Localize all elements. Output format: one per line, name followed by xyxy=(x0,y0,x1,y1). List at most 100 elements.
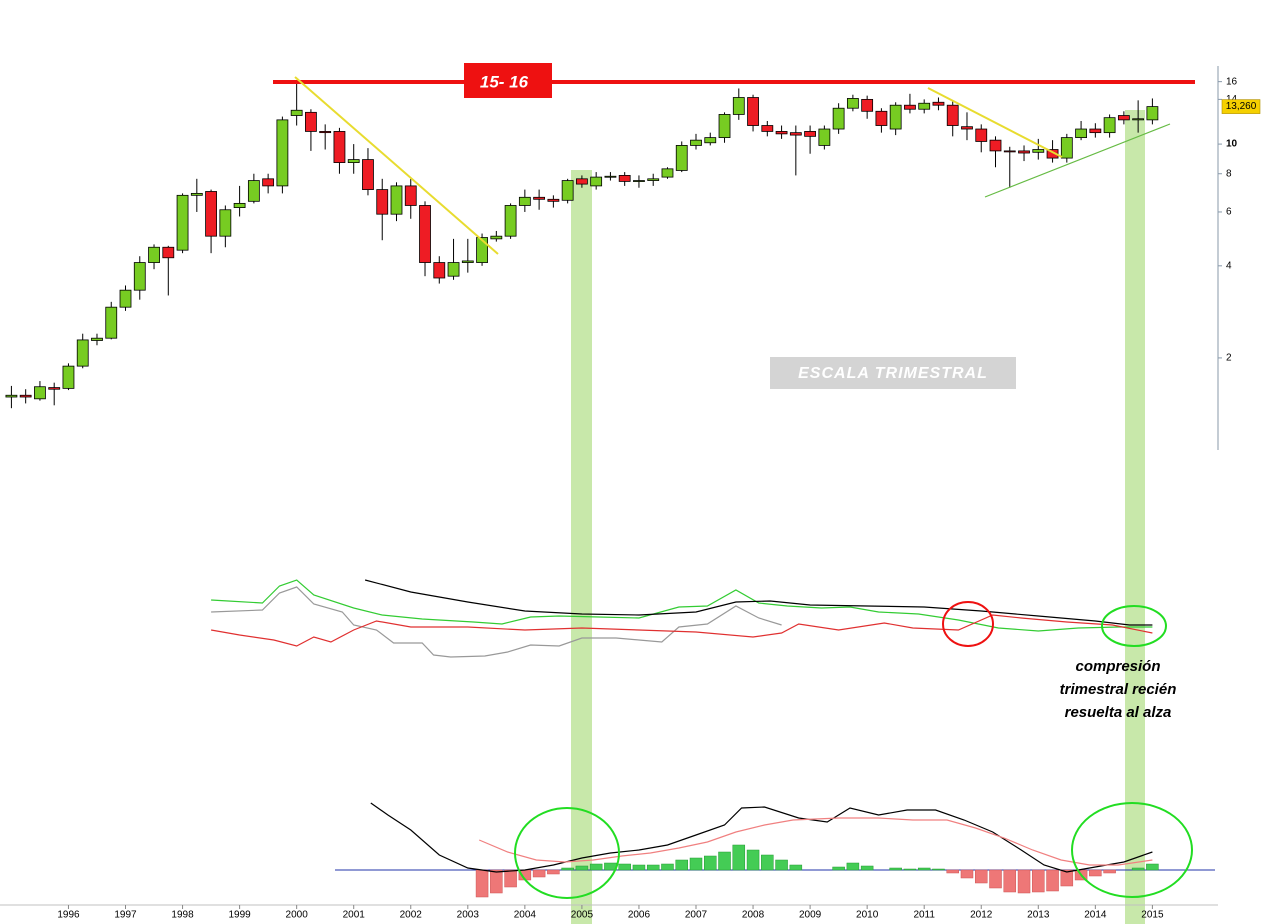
histogram-bar xyxy=(661,863,674,871)
candle-body xyxy=(48,387,61,390)
scale-label: ESCALA TRIMESTRAL xyxy=(798,365,988,382)
x-tick-label: 2000 xyxy=(286,910,309,921)
annotation-text: resuelta al alza xyxy=(1065,704,1172,721)
candle-body xyxy=(1003,150,1016,153)
indicator-line xyxy=(210,614,1153,647)
histogram-bar xyxy=(789,864,803,871)
histogram-bar xyxy=(846,862,860,871)
candle-body xyxy=(319,131,332,134)
histogram-bar xyxy=(732,844,746,871)
x-tick-label: 2003 xyxy=(457,910,480,921)
x-tick-label: 2009 xyxy=(799,910,822,921)
candle-body xyxy=(190,192,203,196)
candle-body xyxy=(789,132,802,136)
x-tick-label: 2013 xyxy=(1027,910,1050,921)
candle-body xyxy=(533,196,546,200)
candle-body xyxy=(233,202,246,208)
histogram-bar xyxy=(832,866,845,871)
candle-body xyxy=(34,386,46,400)
candle-body xyxy=(732,97,745,115)
candle-body xyxy=(148,246,160,263)
candle-body xyxy=(590,176,603,187)
x-tick-label: 2010 xyxy=(856,910,879,921)
highlight-circle xyxy=(514,807,620,899)
candle-body xyxy=(690,139,702,146)
x-tick-label: 1998 xyxy=(171,910,194,921)
last-price-label: 13,260 xyxy=(1226,101,1257,112)
candle-body xyxy=(347,159,360,163)
histogram-bar xyxy=(475,869,489,898)
candle-body xyxy=(433,262,446,279)
candle-body xyxy=(404,185,417,206)
candle-body xyxy=(333,131,346,163)
candle-body xyxy=(576,178,588,185)
annotation-text: compresión xyxy=(1075,658,1160,675)
histogram-bar xyxy=(903,868,917,871)
histogram-bar xyxy=(1146,863,1159,871)
candle-body xyxy=(861,98,874,112)
y-tick-label: 6 xyxy=(1226,207,1232,218)
candle-body xyxy=(490,235,503,240)
candle-body xyxy=(832,107,845,130)
annotation-text: trimestral recién xyxy=(1060,681,1177,698)
candle-body xyxy=(162,246,175,259)
histogram-bar xyxy=(1131,867,1145,871)
candle-body xyxy=(1018,150,1030,154)
highlight-band xyxy=(571,170,592,924)
candle-body xyxy=(262,178,275,187)
candle-body xyxy=(775,131,788,135)
histogram-bar xyxy=(1103,869,1116,874)
last-price-box xyxy=(1221,99,1261,114)
histogram-bar xyxy=(604,862,617,871)
candle-body xyxy=(390,185,403,215)
candle-body xyxy=(5,394,18,398)
candle-body xyxy=(76,339,89,367)
candle-body xyxy=(1060,137,1073,159)
histogram-bar xyxy=(932,868,945,871)
candle-body xyxy=(419,205,431,263)
histogram-bar xyxy=(547,869,560,875)
candle-body xyxy=(19,394,32,398)
support-line xyxy=(984,123,1171,198)
histogram-bar xyxy=(1089,869,1102,877)
histogram-bar xyxy=(618,863,631,871)
indicator-line xyxy=(211,586,782,658)
x-tick-label: 2007 xyxy=(685,910,708,921)
candle-body xyxy=(918,102,931,110)
indicator-line xyxy=(370,802,1153,873)
candle-body xyxy=(1103,117,1116,134)
histogram-bar xyxy=(860,865,874,871)
candle-body xyxy=(1117,115,1130,121)
x-tick-label: 1996 xyxy=(57,910,80,921)
y-tick-label: 16 xyxy=(1226,76,1238,87)
histogram-bar xyxy=(561,867,574,871)
candle-body xyxy=(889,104,902,130)
x-tick-label: 2002 xyxy=(400,910,423,921)
candle-body xyxy=(975,128,988,142)
histogram-bar xyxy=(575,865,589,871)
candle-body xyxy=(704,137,717,144)
histogram-bar xyxy=(1060,869,1074,887)
candle-body xyxy=(932,101,945,106)
indicator-line xyxy=(478,817,1153,866)
indicator-line xyxy=(211,579,1153,632)
x-tick-label: 2004 xyxy=(514,910,537,921)
x-tick-label: 2011 xyxy=(913,910,935,921)
highlight-circle xyxy=(1071,802,1193,898)
candle-body xyxy=(62,365,75,389)
candle-body xyxy=(518,196,531,206)
candle-body xyxy=(504,205,517,237)
candle-body xyxy=(961,126,973,130)
candle-body xyxy=(1032,149,1045,153)
candle-body xyxy=(675,145,688,171)
histogram-bar xyxy=(946,869,959,874)
histogram-bar xyxy=(504,869,517,888)
candle-body xyxy=(1146,106,1159,121)
highlight-circle xyxy=(942,601,994,647)
x-tick-label: 2005 xyxy=(571,910,594,921)
histogram-bar xyxy=(775,859,788,871)
candle-body xyxy=(305,111,317,132)
candle-body xyxy=(176,194,189,251)
